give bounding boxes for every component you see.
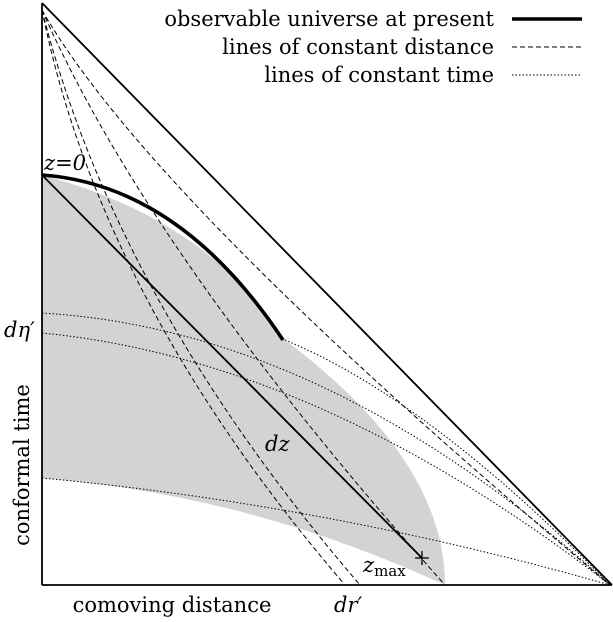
label-deta: dη′	[4, 318, 35, 342]
constant-distance-lines	[41, 9, 611, 586]
y-axis-title: conformal time	[10, 384, 34, 546]
legend: observable universe at present lines of …	[164, 7, 582, 87]
zmax-marker	[415, 551, 429, 565]
constant-time-line-bottom	[41, 477, 611, 586]
constant-time-line-lower	[41, 332, 611, 586]
label-zmax-sub: max	[374, 562, 406, 580]
label-dr: dr′	[334, 593, 362, 617]
observable-universe-curve	[41, 173, 285, 341]
constant-time-line-present	[284, 339, 611, 586]
constant-distance-line-c	[41, 9, 446, 586]
label-zmax-z: z	[362, 553, 375, 577]
constant-distance-line-a	[41, 9, 346, 586]
legend-observable-label: observable universe at present	[164, 7, 494, 31]
constant-time-line-upper	[41, 312, 611, 586]
legend-distance-label: lines of constant distance	[222, 35, 494, 59]
x-axis-title: comoving distance	[73, 593, 272, 617]
constant-time-lines	[41, 312, 611, 586]
label-z0: z=0	[43, 151, 86, 175]
constant-distance-line-b	[41, 9, 361, 586]
past-light-cone	[41, 174, 423, 559]
legend-time-label: lines of constant time	[264, 63, 494, 87]
light-cone-boundary	[41, 2, 613, 586]
label-zmax: zmax	[362, 553, 406, 580]
label-dz: dz	[265, 432, 290, 456]
axes	[41, 2, 613, 586]
